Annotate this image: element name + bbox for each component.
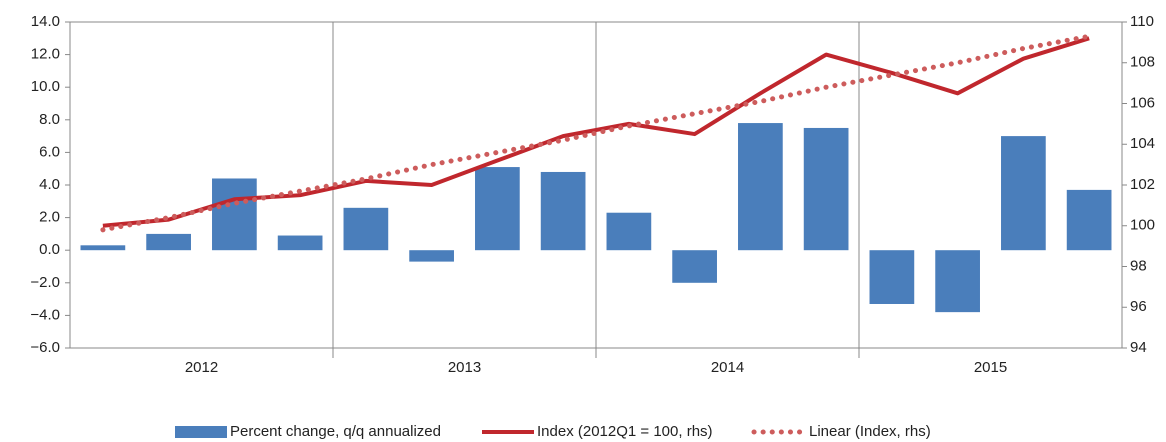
bar: [738, 123, 783, 251]
y2-tick-label: 106: [1130, 94, 1155, 111]
bar: [409, 250, 454, 262]
y-tick-label: 0.0: [39, 241, 60, 258]
y2-tick-label: 98: [1130, 257, 1147, 274]
y2-tick-label: 94: [1130, 339, 1147, 356]
bar: [606, 212, 652, 251]
series-line: [100, 33, 1092, 233]
y-tick-label: 12.0: [31, 46, 60, 63]
y-tick-label: 10.0: [31, 78, 60, 95]
bar: [935, 250, 980, 313]
bar: [540, 171, 586, 251]
y2-tick-label: 102: [1130, 176, 1155, 193]
x-group-label: 2013: [448, 359, 481, 376]
legend-swatch: [175, 426, 227, 438]
y2-tick-label: 100: [1130, 217, 1155, 234]
bar: [212, 178, 257, 251]
bar: [80, 245, 126, 251]
series-line: [102, 36, 1090, 228]
x-group-label: 2012: [185, 359, 218, 376]
bar: [146, 233, 191, 251]
y-tick-label: 2.0: [39, 209, 60, 226]
y2-tick-label: 104: [1130, 135, 1155, 152]
legend-label: Linear (Index, rhs): [809, 423, 931, 440]
x-group-label: 2015: [974, 359, 1007, 376]
bar: [475, 167, 520, 251]
bar: [803, 127, 849, 251]
y-tick-label: −4.0: [30, 306, 60, 323]
bar: [277, 235, 323, 251]
y2-tick-label: 96: [1130, 298, 1147, 315]
y-tick-label: −2.0: [30, 274, 60, 291]
legend-label: Percent change, q/q annualized: [230, 423, 441, 440]
bar: [1066, 189, 1112, 251]
y2-tick-label: 108: [1130, 54, 1155, 71]
bar: [869, 250, 915, 304]
legend-label: Index (2012Q1 = 100, rhs): [537, 423, 713, 440]
y-tick-label: 14.0: [31, 13, 60, 30]
bar: [1001, 136, 1046, 251]
bar: [343, 207, 389, 251]
y-tick-label: 4.0: [39, 176, 60, 193]
y-tick-label: 6.0: [39, 143, 60, 160]
bar: [672, 250, 717, 283]
y-tick-label: −6.0: [30, 339, 60, 356]
x-group-label: 2014: [711, 359, 744, 376]
y2-tick-label: 110: [1130, 13, 1154, 30]
y-tick-label: 8.0: [39, 111, 60, 128]
